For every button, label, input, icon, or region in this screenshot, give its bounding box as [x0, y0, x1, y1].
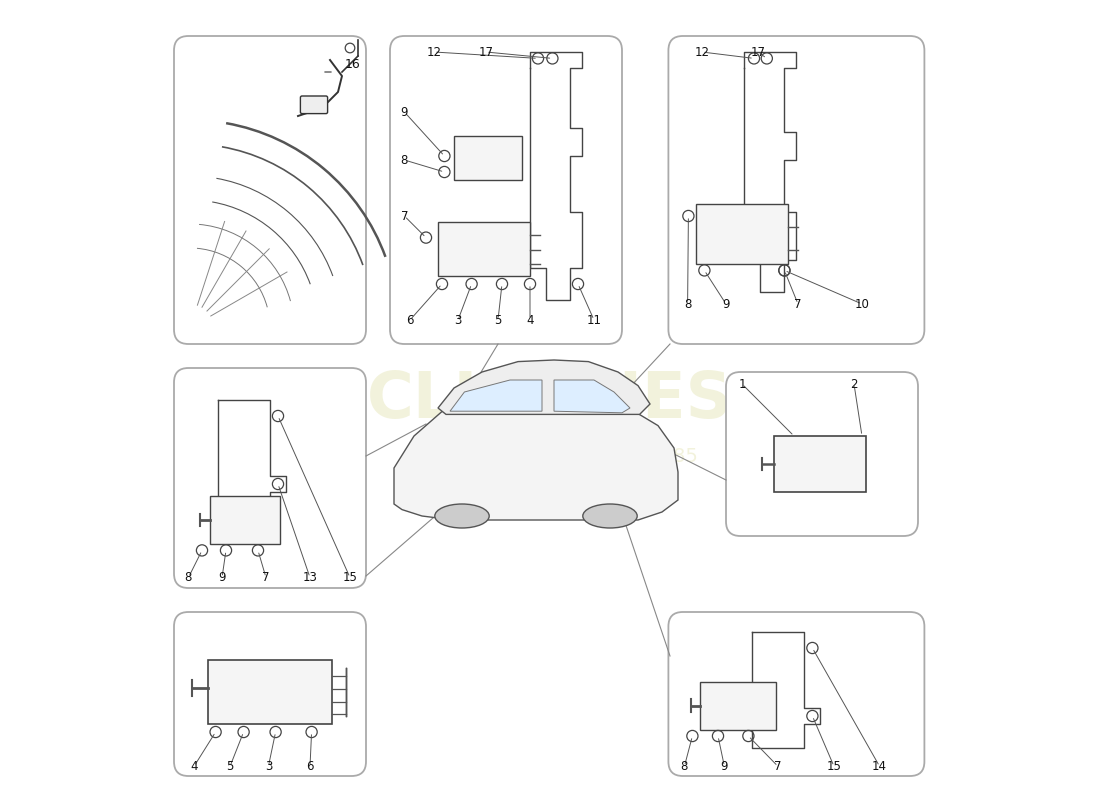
Text: 3: 3 [265, 760, 272, 773]
Text: 15: 15 [826, 760, 842, 773]
Text: 12: 12 [427, 46, 441, 58]
Text: 8: 8 [185, 571, 192, 584]
Text: 4: 4 [190, 760, 198, 773]
Text: 17: 17 [478, 46, 494, 58]
FancyBboxPatch shape [210, 496, 280, 544]
FancyBboxPatch shape [174, 36, 366, 344]
FancyBboxPatch shape [669, 612, 924, 776]
Text: 7: 7 [400, 210, 408, 222]
FancyBboxPatch shape [390, 36, 622, 344]
Text: 9: 9 [720, 760, 728, 773]
Polygon shape [450, 380, 542, 411]
Text: 8: 8 [684, 298, 691, 310]
Ellipse shape [434, 504, 490, 528]
Text: 11: 11 [586, 314, 602, 326]
Polygon shape [394, 386, 678, 520]
Text: 10: 10 [855, 298, 869, 310]
Text: 2: 2 [850, 378, 858, 390]
Text: 17: 17 [750, 46, 766, 58]
FancyBboxPatch shape [454, 136, 522, 180]
Text: 15: 15 [342, 571, 358, 584]
Text: CLIPLINES: CLIPLINES [367, 369, 733, 431]
FancyBboxPatch shape [300, 96, 328, 114]
Polygon shape [554, 380, 630, 413]
Text: 7: 7 [794, 298, 802, 310]
Text: 14: 14 [872, 760, 887, 773]
FancyBboxPatch shape [701, 682, 777, 730]
Ellipse shape [583, 504, 637, 528]
FancyBboxPatch shape [174, 612, 366, 776]
FancyBboxPatch shape [438, 222, 530, 276]
Text: 5: 5 [494, 314, 502, 326]
Text: 6: 6 [306, 760, 313, 773]
Text: 9: 9 [218, 571, 226, 584]
Text: a passion for parts since 1985: a passion for parts since 1985 [403, 446, 697, 466]
Text: 8: 8 [681, 760, 689, 773]
Text: 9: 9 [723, 298, 729, 310]
Text: 9: 9 [400, 106, 408, 118]
Polygon shape [438, 360, 650, 414]
Text: 4: 4 [526, 314, 534, 326]
Text: 13: 13 [302, 571, 318, 584]
FancyBboxPatch shape [208, 660, 331, 724]
Text: 12: 12 [694, 46, 710, 58]
Text: 7: 7 [262, 571, 270, 584]
Text: 16: 16 [344, 58, 361, 70]
Text: 8: 8 [400, 154, 408, 166]
FancyBboxPatch shape [174, 368, 366, 588]
Text: 3: 3 [454, 314, 462, 326]
FancyBboxPatch shape [696, 204, 789, 264]
FancyBboxPatch shape [726, 372, 918, 536]
FancyBboxPatch shape [774, 436, 866, 492]
Text: 7: 7 [774, 760, 782, 773]
Text: 5: 5 [227, 760, 233, 773]
Text: 1: 1 [738, 378, 746, 390]
Text: 6: 6 [406, 314, 414, 326]
FancyBboxPatch shape [669, 36, 924, 344]
